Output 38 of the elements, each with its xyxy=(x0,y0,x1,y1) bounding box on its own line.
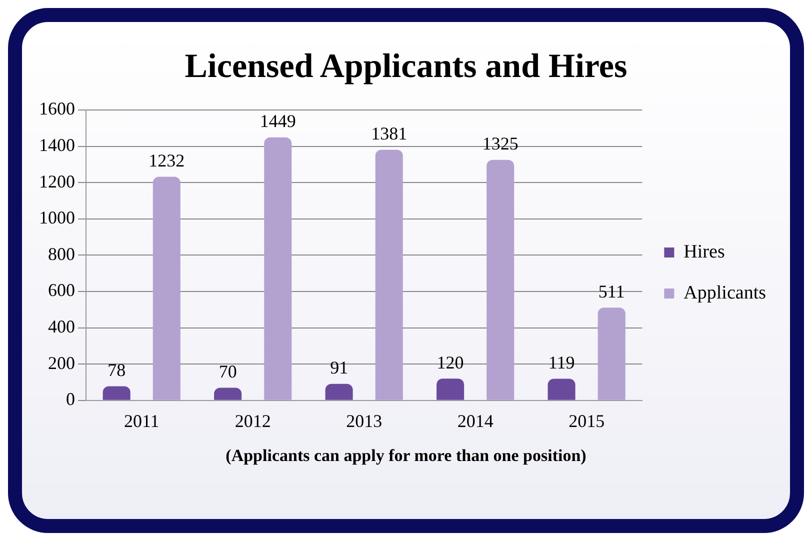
x-tick-label: 2014 xyxy=(457,410,494,431)
x-tick-label: 2012 xyxy=(234,410,271,431)
y-tick-label: 200 xyxy=(48,352,75,373)
legend-label: Hires xyxy=(684,241,725,262)
chart-title: Licensed Applicants and Hires xyxy=(184,48,628,86)
x-tick-label: 2011 xyxy=(124,410,160,431)
bar xyxy=(375,150,403,400)
y-tick-label: 600 xyxy=(48,280,75,300)
y-tick-label: 1200 xyxy=(39,171,75,192)
x-tick-label: 2015 xyxy=(568,410,605,431)
bar xyxy=(436,378,464,400)
bar xyxy=(548,378,576,400)
data-label: 119 xyxy=(548,352,575,373)
bar xyxy=(486,160,514,400)
y-tick-label: 800 xyxy=(48,244,75,264)
bar xyxy=(152,176,180,400)
x-tick-label: 2013 xyxy=(346,410,382,431)
text: (Applicants can apply for more than one position) xyxy=(226,446,586,466)
data-label: 70 xyxy=(218,361,237,382)
y-tick-label: 1600 xyxy=(39,98,75,119)
data-label: 1325 xyxy=(482,134,518,154)
bar xyxy=(214,388,242,400)
data-label: 1232 xyxy=(148,150,185,171)
bar xyxy=(325,384,353,400)
data-label: 1449 xyxy=(260,111,296,132)
data-label: 120 xyxy=(436,352,464,372)
y-tick-label: 1000 xyxy=(39,208,75,228)
bar xyxy=(264,137,292,400)
bar xyxy=(102,386,130,400)
y-tick-label: 400 xyxy=(48,316,75,337)
y-tick-label: 1400 xyxy=(39,135,75,156)
y-tick-label: 0 xyxy=(66,389,75,410)
data-label: 511 xyxy=(598,281,625,302)
data-label: 91 xyxy=(330,358,348,378)
data-label: 78 xyxy=(108,360,126,380)
data-label: 1381 xyxy=(371,123,408,144)
bar xyxy=(598,308,626,400)
legend-label: Applicants xyxy=(684,282,766,304)
